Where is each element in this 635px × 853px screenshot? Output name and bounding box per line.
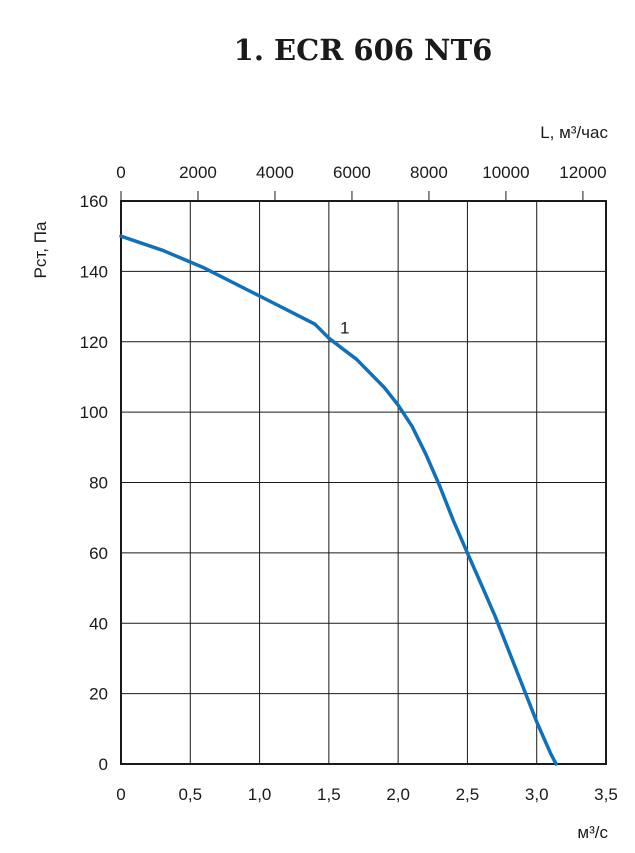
- curve-label: 1: [340, 319, 349, 338]
- y-tick-label: 20: [89, 685, 108, 704]
- series-layer: 1: [119, 234, 558, 766]
- x2-tick-label: 8000: [410, 163, 448, 182]
- x-tick-label: 0: [116, 785, 125, 804]
- x2-tick-label: 4000: [256, 163, 294, 182]
- y-tick-label: 60: [89, 544, 108, 563]
- y-tick-label: 160: [80, 192, 108, 211]
- y-tick-label: 40: [89, 614, 108, 633]
- grid: [120, 191, 607, 765]
- chart-title: 1. ECR 606 NT6: [234, 33, 493, 67]
- y-tick-label: 80: [89, 474, 108, 493]
- plot-frame: [120, 200, 607, 765]
- x2-tick-label: 0: [116, 163, 125, 182]
- x2-tick-label: 6000: [333, 163, 371, 182]
- x2-tick-label: 2000: [179, 163, 217, 182]
- x-tick-label: 3,5: [594, 785, 618, 804]
- y-tick-label: 0: [99, 755, 108, 774]
- tick-labels: 0 0,5 1,0 1,5 2,0 2,5 3,0 3,5020406080100120140…: [80, 163, 618, 804]
- y-tick-label: 100: [80, 403, 108, 422]
- x-tick-label: 2,5: [456, 785, 480, 804]
- x2-axis-label: L, м³/час: [540, 123, 608, 142]
- y-axis-label: Pст, Па: [31, 221, 50, 278]
- x-tick-label: 1,0: [248, 785, 272, 804]
- x-tick-label: 3,0: [525, 785, 549, 804]
- y-tick-label: 140: [80, 262, 108, 281]
- x2-tick-label: 10000: [482, 163, 529, 182]
- series-line-1: [119, 234, 558, 766]
- y-tick-label: 120: [80, 333, 108, 352]
- x-tick-label: 1,5: [317, 785, 341, 804]
- x-axis-label: м³/с: [577, 823, 608, 842]
- x2-tick-label: 12000: [559, 163, 606, 182]
- x-tick-label: 0,5: [178, 785, 202, 804]
- x-tick-label: 2,0: [386, 785, 410, 804]
